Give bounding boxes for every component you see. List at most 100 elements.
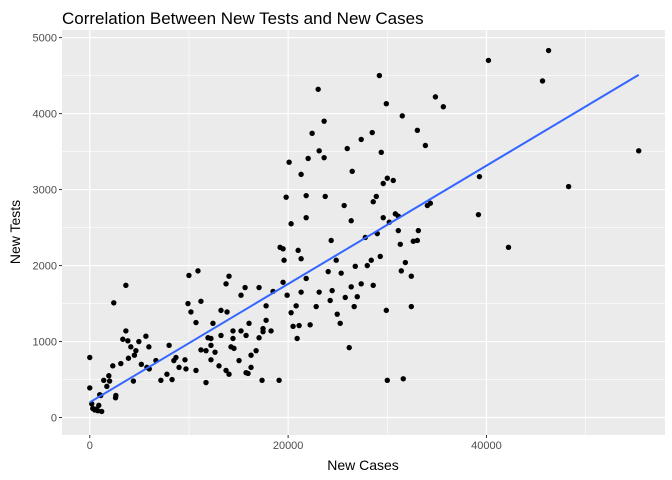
data-point: [216, 363, 222, 369]
data-point: [358, 281, 364, 287]
data-point: [277, 244, 283, 251]
data-point: [280, 279, 286, 285]
data-point: [186, 272, 192, 279]
data-point: [158, 377, 164, 383]
data-point: [303, 275, 309, 282]
data-point: [231, 345, 237, 352]
data-point: [87, 354, 93, 361]
data-point: [138, 361, 145, 368]
data-point: [321, 154, 327, 161]
data-point: [268, 328, 274, 334]
data-point: [238, 328, 244, 334]
data-point: [415, 227, 422, 234]
data-point: [223, 281, 229, 287]
y-tick-label: 0: [51, 413, 57, 425]
data-point: [218, 332, 224, 339]
data-point: [399, 113, 405, 119]
regression-line: [89, 73, 640, 404]
data-points: [87, 47, 642, 415]
data-point: [424, 202, 431, 209]
data-point: [505, 244, 512, 251]
data-point: [243, 332, 249, 339]
data-point: [263, 317, 269, 323]
data-point: [329, 287, 335, 294]
data-point: [313, 303, 319, 310]
data-point: [208, 357, 214, 363]
data-point: [260, 328, 266, 335]
data-point: [398, 268, 404, 274]
data-point: [341, 202, 347, 209]
data-point: [348, 284, 354, 290]
data-point: [226, 371, 232, 377]
data-point: [123, 282, 129, 289]
data-point: [378, 149, 384, 156]
data-point: [210, 320, 216, 327]
data-point: [98, 408, 105, 415]
data-point: [212, 349, 218, 355]
data-point: [171, 357, 177, 364]
y-tick-label: 1000: [33, 337, 57, 349]
data-point: [104, 383, 110, 390]
data-point: [316, 289, 322, 295]
data-point: [263, 303, 269, 309]
data-point: [410, 238, 416, 244]
y-axis-ticks: 0 1000 2000 3000 4000 5000: [33, 33, 62, 425]
data-point: [298, 289, 304, 295]
data-point: [182, 357, 188, 363]
data-point: [198, 347, 204, 353]
x-tick-label: 20000: [273, 440, 304, 452]
data-point: [169, 376, 175, 383]
data-point: [120, 336, 126, 342]
data-point: [384, 175, 391, 181]
data-point: [253, 347, 259, 354]
data-point: [440, 104, 447, 110]
data-point: [110, 363, 116, 369]
data-point: [316, 148, 322, 154]
data-point: [390, 177, 396, 184]
data-point: [284, 292, 290, 298]
data-point: [246, 320, 252, 327]
data-point: [296, 322, 302, 329]
data-point: [205, 335, 211, 341]
data-point: [131, 352, 138, 358]
data-point: [125, 355, 132, 361]
data-point: [87, 385, 93, 391]
data-point: [307, 322, 313, 328]
data-point: [203, 379, 209, 386]
data-point: [256, 335, 262, 341]
chart-title: Correlation Between New Tests and New Ca…: [62, 9, 424, 28]
data-point: [303, 214, 309, 221]
data-point: [218, 307, 224, 314]
data-point: [106, 378, 113, 384]
data-point: [373, 193, 379, 200]
data-point: [259, 377, 265, 383]
data-point: [383, 307, 390, 314]
data-point: [322, 193, 328, 200]
data-point: [364, 262, 370, 269]
data-point: [475, 211, 482, 218]
x-axis-ticks: 0 20000 40000: [87, 435, 502, 452]
data-point: [226, 273, 232, 279]
plot-panel: [62, 30, 665, 435]
data-point: [123, 328, 129, 334]
data-point: [476, 173, 483, 180]
data-point: [188, 309, 194, 315]
data-point: [344, 145, 350, 152]
data-point: [328, 237, 334, 244]
data-point: [432, 94, 439, 100]
data-point: [303, 192, 309, 199]
data-point: [408, 273, 415, 279]
x-axis-title: New Cases: [327, 457, 399, 473]
data-point: [327, 297, 333, 304]
data-point: [245, 370, 251, 377]
data-point: [112, 395, 119, 401]
data-point: [309, 130, 315, 137]
data-point: [298, 171, 304, 178]
x-tick-label: 40000: [471, 440, 502, 452]
data-point: [402, 259, 409, 266]
data-point: [288, 309, 294, 316]
data-point: [183, 366, 189, 372]
data-point: [293, 303, 299, 309]
data-point: [242, 284, 248, 291]
